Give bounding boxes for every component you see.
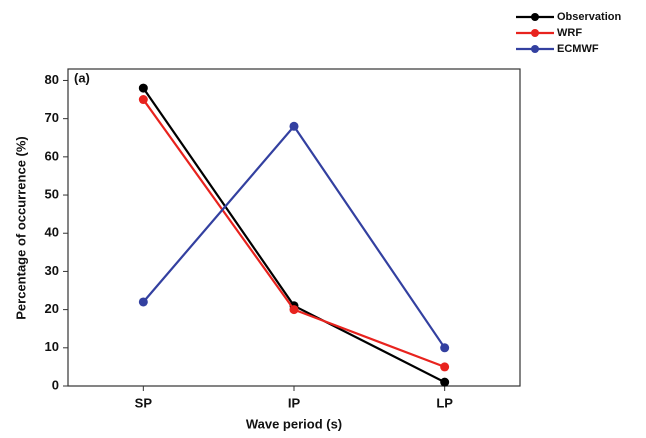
series-line	[142, 87, 446, 384]
y-tick-label: 30	[45, 263, 59, 278]
annotation: (a)	[74, 70, 90, 85]
x-tick-label: LP	[436, 395, 453, 410]
plot-frame	[67, 68, 521, 387]
y-tick-label: 0	[52, 377, 59, 392]
data-point	[138, 95, 148, 105]
y-tick-label: 70	[45, 110, 59, 125]
x-axis-label: Wave period (s)	[246, 416, 342, 431]
data-point	[138, 297, 148, 307]
legend-label: ECMWF	[557, 43, 599, 55]
y-tick-label: 80	[45, 72, 59, 87]
data-point	[289, 121, 299, 131]
data-point	[289, 305, 299, 315]
data-point	[440, 377, 450, 387]
series-line	[142, 98, 446, 368]
data-point	[440, 343, 450, 353]
data-point	[440, 362, 450, 372]
legend-label: WRF	[557, 27, 582, 39]
y-tick-label: 60	[45, 148, 59, 163]
x-tick-label: IP	[288, 395, 301, 410]
legend-marker	[531, 13, 539, 21]
y-tick-label: 50	[45, 186, 59, 201]
y-tick-label: 40	[45, 225, 59, 240]
legend-marker	[531, 45, 539, 53]
y-axis-label: Percentage of occurrence (%)	[13, 136, 28, 320]
data-point	[138, 83, 148, 93]
series-line	[142, 124, 446, 349]
y-tick-label: 10	[45, 339, 59, 354]
x-tick-label: SP	[135, 395, 153, 410]
legend-label: Observation	[557, 11, 621, 23]
legend-marker	[531, 29, 539, 37]
y-tick-label: 20	[45, 301, 59, 316]
